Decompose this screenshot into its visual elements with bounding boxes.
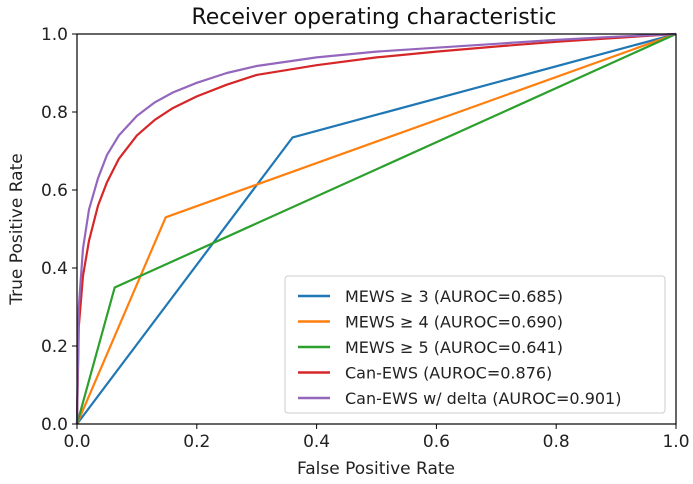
y-tick-label: 0.0 (41, 415, 68, 435)
y-axis-title: True Positive Rate (7, 153, 27, 305)
series-line-3 (75, 32, 677, 425)
plot-frame (76, 33, 677, 425)
y-tick-label: 0.4 (41, 259, 68, 279)
x-tick-label: 0.6 (423, 432, 450, 452)
x-tick-label: 1.0 (662, 432, 689, 452)
legend-box (284, 275, 666, 414)
x-tick-label: 0.4 (303, 432, 330, 452)
legend-label-3: MEWS ≥ 5 (AUROC=0.641) (345, 338, 563, 357)
chart-title: Receiver operating characteristic (191, 5, 556, 30)
series-line-4 (75, 32, 677, 425)
series-line-2 (75, 32, 677, 425)
series-line-1 (76, 32, 677, 425)
y-tick-label: 1.0 (41, 25, 68, 45)
legend: MEWS ≥ 3 (AUROC=0.685) MEWS ≥ 4 (AUROC=0.… (284, 275, 666, 414)
x-tick-label: 0.0 (63, 432, 90, 452)
series-line-5 (75, 32, 677, 425)
y-tick-label: 0.6 (41, 181, 68, 201)
x-tick-label: 0.2 (183, 432, 210, 452)
legend-items: MEWS ≥ 3 (AUROC=0.685) MEWS ≥ 4 (AUROC=0.… (298, 287, 621, 408)
x-axis-title: False Positive Rate (297, 459, 455, 479)
y-tick-label: 0.8 (41, 103, 68, 123)
series-layer (75, 32, 677, 425)
y-tick-label: 0.2 (41, 337, 68, 357)
legend-label-2: MEWS ≥ 4 (AUROC=0.690) (345, 313, 563, 332)
legend-label-1: MEWS ≥ 3 (AUROC=0.685) (345, 287, 563, 306)
legend-label-5: Can-EWS w/ delta (AUROC=0.901) (345, 389, 621, 408)
ticks-layer: 0.0 0.2 0.4 0.6 0.8 1.0 0.0 0.2 0.4 0.6 0.8 1.0 (41, 25, 690, 452)
x-tick-label: 0.8 (543, 432, 570, 452)
legend-label-4: Can-EWS (AUROC=0.876) (345, 364, 552, 383)
